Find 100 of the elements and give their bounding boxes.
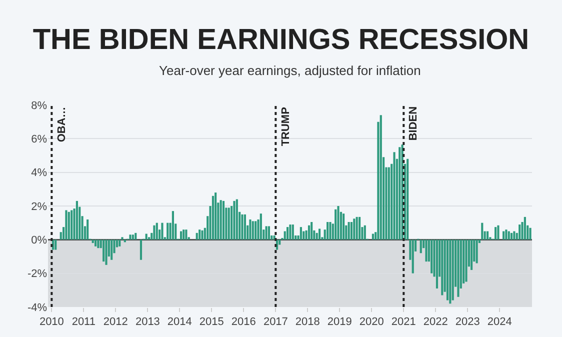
bar	[161, 222, 164, 240]
bar	[441, 240, 444, 296]
ref-line-label: BIDEN	[408, 106, 420, 141]
bar	[316, 232, 318, 240]
bar	[350, 222, 353, 240]
bar	[446, 240, 449, 300]
bar	[148, 237, 150, 240]
bar	[198, 230, 201, 240]
bar	[289, 224, 292, 240]
bar	[337, 206, 340, 240]
bar	[326, 222, 329, 240]
bar	[65, 210, 68, 240]
bar	[380, 115, 382, 240]
bar	[166, 222, 169, 240]
bar	[412, 240, 414, 274]
bar	[70, 210, 73, 240]
bar	[505, 230, 508, 240]
bar	[364, 225, 366, 240]
x-tick-label: 2021	[391, 316, 416, 328]
bar	[529, 228, 532, 240]
bar	[201, 230, 204, 240]
x-tick-label: 2014	[167, 316, 192, 328]
bar	[118, 240, 121, 246]
bar	[222, 200, 225, 240]
x-tick-label: 2023	[455, 316, 480, 328]
bar	[68, 212, 70, 240]
bar	[140, 240, 142, 260]
bar	[356, 216, 358, 240]
bar	[452, 240, 454, 300]
bar	[110, 240, 113, 260]
bar	[318, 228, 321, 240]
x-tick-label: 2010	[39, 316, 64, 328]
bar	[449, 240, 452, 304]
ref-line-label: OBA…	[56, 106, 68, 142]
bar	[121, 237, 124, 240]
y-tick-label: 2%	[31, 200, 48, 213]
bar	[236, 199, 238, 240]
y-tick-label: 8%	[31, 100, 48, 112]
bar	[185, 230, 188, 240]
y-tick-label: -2%	[27, 268, 48, 280]
y-tick-label: 4%	[31, 167, 48, 180]
bar	[54, 240, 57, 250]
bar	[214, 192, 217, 240]
bar	[494, 227, 497, 240]
bar	[476, 240, 478, 264]
bar	[502, 231, 505, 240]
bar	[348, 222, 350, 240]
bar	[134, 232, 137, 240]
bar	[132, 234, 134, 240]
bar	[260, 214, 262, 240]
bar	[342, 214, 345, 240]
bar	[300, 227, 302, 240]
bar	[457, 240, 460, 297]
bar	[153, 225, 156, 240]
bar	[430, 240, 433, 274]
bar	[286, 227, 289, 240]
bar	[129, 234, 132, 240]
x-tick-label: 2013	[135, 316, 160, 328]
bar	[334, 209, 337, 240]
bar	[308, 225, 310, 240]
bar	[254, 221, 257, 240]
bar	[92, 240, 94, 244]
bar	[180, 231, 182, 240]
chart-subtitle: Year-over year earnings, adjusted for inflation	[159, 63, 421, 78]
bar	[353, 218, 356, 240]
y-tick-label: 0%	[31, 234, 48, 247]
bar	[372, 234, 374, 240]
bar	[76, 200, 78, 240]
x-tick-label: 2012	[103, 316, 128, 328]
bar	[105, 240, 108, 265]
bar	[220, 200, 222, 240]
bar	[156, 222, 158, 240]
bar	[398, 147, 401, 240]
bar	[510, 232, 513, 240]
bar	[486, 231, 489, 240]
bar	[124, 240, 126, 242]
x-tick-label: 2011	[72, 316, 96, 328]
bar	[388, 167, 390, 240]
bar	[233, 200, 236, 240]
bar	[481, 222, 484, 240]
bar	[310, 222, 313, 240]
bar	[265, 226, 268, 240]
bar	[97, 240, 100, 248]
x-tick-label: 2016	[231, 316, 256, 328]
bar	[329, 222, 332, 240]
bar	[470, 240, 473, 270]
bar	[524, 216, 526, 240]
bar	[406, 158, 409, 240]
bar	[196, 232, 198, 240]
x-tick-label: 2017	[263, 316, 288, 328]
chart-title: THE BIDEN EARNINGS RECESSION	[32, 24, 530, 56]
bar	[393, 152, 396, 240]
bar	[86, 219, 89, 240]
bar	[518, 224, 521, 240]
bar	[228, 208, 230, 240]
bar	[212, 196, 214, 240]
x-tick-label: 2020	[359, 316, 384, 328]
bar	[249, 219, 252, 240]
bar	[268, 226, 270, 240]
bar	[513, 231, 516, 240]
